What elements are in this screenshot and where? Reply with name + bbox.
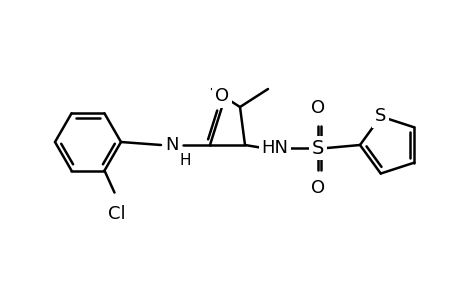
Text: HN: HN (261, 139, 288, 157)
Text: H: H (179, 153, 191, 168)
Text: O: O (310, 99, 325, 117)
Text: S: S (311, 139, 324, 158)
Text: N: N (165, 136, 179, 154)
Text: O: O (214, 87, 229, 105)
Text: S: S (374, 107, 386, 125)
Text: Cl: Cl (107, 205, 125, 223)
Text: O: O (310, 179, 325, 197)
